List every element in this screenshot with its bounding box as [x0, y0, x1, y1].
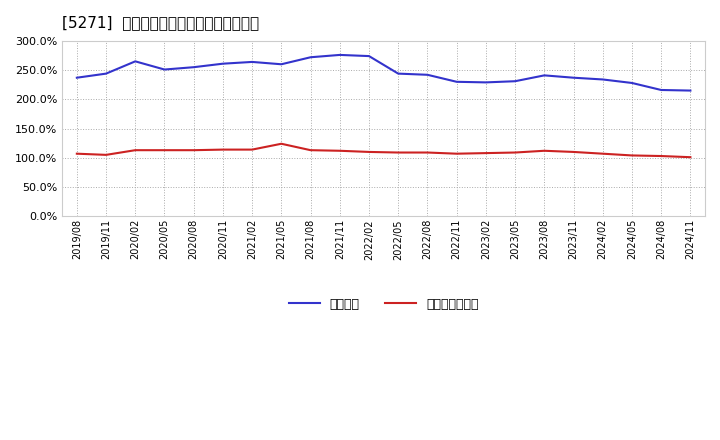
固定比率	[452, 79, 461, 84]
固定長期適合率	[423, 150, 432, 155]
Line: 固定比率: 固定比率	[77, 55, 690, 91]
固定比率	[510, 79, 519, 84]
固定長期適合率	[570, 149, 578, 154]
固定長期適合率	[657, 154, 665, 159]
固定比率	[102, 71, 110, 76]
固定比率	[160, 67, 168, 72]
固定比率	[540, 73, 549, 78]
固定長期適合率	[510, 150, 519, 155]
固定長期適合率	[365, 149, 374, 154]
固定長期適合率	[131, 147, 140, 153]
固定比率	[131, 59, 140, 64]
固定比率	[423, 72, 432, 77]
固定長期適合率	[189, 147, 198, 153]
固定長期適合率	[336, 148, 344, 154]
固定比率	[248, 59, 256, 65]
固定比率	[73, 75, 81, 81]
固定比率	[277, 62, 286, 67]
固定比率	[570, 75, 578, 81]
固定長期適合率	[394, 150, 402, 155]
固定長期適合率	[598, 151, 607, 156]
固定比率	[686, 88, 695, 93]
固定比率	[189, 65, 198, 70]
固定比率	[657, 88, 665, 93]
固定比率	[394, 71, 402, 76]
固定比率	[482, 80, 490, 85]
固定比率	[336, 52, 344, 58]
固定比率	[598, 77, 607, 82]
固定長期適合率	[277, 141, 286, 147]
Line: 固定長期適合率: 固定長期適合率	[77, 144, 690, 157]
固定長期適合率	[73, 151, 81, 156]
固定比率	[219, 61, 228, 66]
固定長期適合率	[219, 147, 228, 152]
固定比率	[306, 55, 315, 60]
固定長期適合率	[248, 147, 256, 152]
固定長期適合率	[102, 152, 110, 158]
Legend: 固定比率, 固定長期適合率: 固定比率, 固定長期適合率	[284, 293, 484, 315]
Text: [5271]  固定比率、固定長期適合率の推移: [5271] 固定比率、固定長期適合率の推移	[62, 15, 259, 30]
固定長期適合率	[628, 153, 636, 158]
固定長期適合率	[306, 147, 315, 153]
固定長期適合率	[686, 154, 695, 160]
固定長期適合率	[482, 150, 490, 156]
固定長期適合率	[160, 147, 168, 153]
固定比率	[628, 81, 636, 86]
固定長期適合率	[540, 148, 549, 154]
固定長期適合率	[452, 151, 461, 156]
固定比率	[365, 53, 374, 59]
